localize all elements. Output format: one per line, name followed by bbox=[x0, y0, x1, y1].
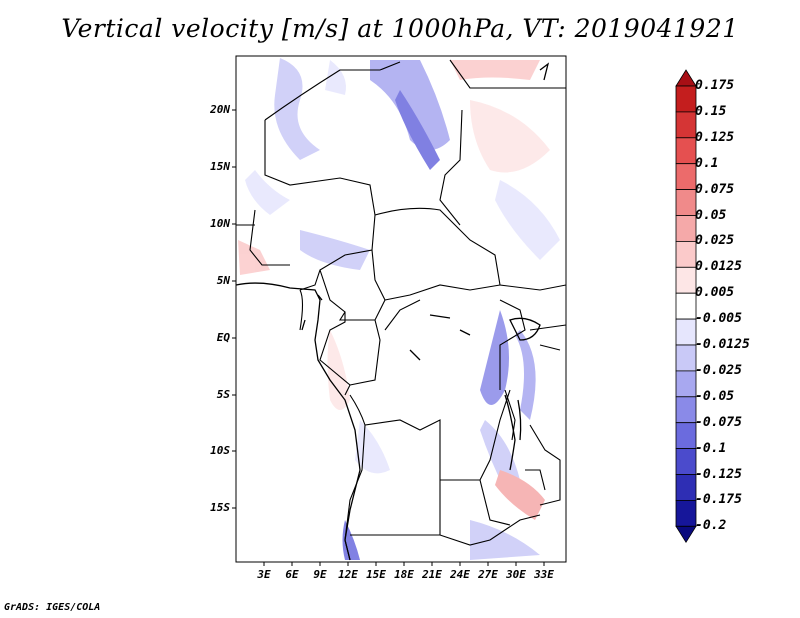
colorbar-level-label: -0.025 bbox=[695, 362, 742, 378]
colorbar-segment bbox=[675, 499, 697, 527]
lon-label-12e: 12E bbox=[338, 568, 358, 581]
map-frame bbox=[235, 55, 567, 563]
colorbar-level-label: 0.0125 bbox=[695, 259, 742, 275]
country-borders bbox=[236, 59, 566, 561]
colorbar-level-label: 0.025 bbox=[695, 233, 735, 249]
colorbar-level-label: 0.005 bbox=[695, 285, 735, 301]
chart-title: Vertical velocity [m/s] at 1000hPa, VT: … bbox=[61, 14, 739, 43]
lon-label-15e: 15E bbox=[366, 568, 386, 581]
colorbar-segment bbox=[675, 111, 697, 139]
colorbar-level-label: 0.075 bbox=[695, 181, 735, 197]
colorbar-segment bbox=[675, 474, 697, 501]
colorbar-level-label: 0.15 bbox=[695, 103, 727, 119]
lat-label-eq: EQ bbox=[216, 331, 230, 344]
colorbar-segment bbox=[675, 85, 697, 113]
colorbar-level-label: -0.075 bbox=[695, 414, 742, 430]
lat-label-15s: 15S bbox=[210, 501, 230, 514]
colorbar-segment bbox=[675, 422, 697, 450]
colorbar-segment bbox=[675, 292, 697, 320]
lon-label-21e: 21E bbox=[422, 568, 442, 581]
colorbar-segment bbox=[675, 370, 697, 398]
colorbar-level-label: -0.125 bbox=[695, 466, 742, 482]
lon-label-33e: 33E bbox=[534, 568, 554, 581]
colorbar-segment bbox=[675, 215, 697, 242]
colorbar-level-label: 0.125 bbox=[695, 129, 735, 145]
lon-label-24e: 24E bbox=[450, 568, 470, 581]
lat-label-5s: 5S bbox=[216, 388, 230, 401]
colorbar-arrow-top bbox=[675, 69, 697, 87]
colorbar-segment bbox=[675, 137, 697, 165]
colorbar-segment bbox=[675, 448, 697, 475]
grads-credit: GrADS: IGES/COLA bbox=[4, 602, 101, 613]
colorbar-level-label: -0.2 bbox=[695, 518, 727, 534]
axis-ticks bbox=[232, 109, 545, 566]
lat-label-5n: 5N bbox=[216, 274, 230, 287]
lat-label-20n: 20N bbox=[210, 103, 230, 116]
colorbar-segment bbox=[675, 266, 697, 294]
lon-label-30e: 30E bbox=[506, 568, 526, 581]
lat-label-15n: 15N bbox=[210, 160, 230, 173]
colorbar-segment bbox=[675, 344, 697, 372]
lat-label-10s: 10S bbox=[210, 444, 230, 457]
colorbar-level-label: 0.1 bbox=[695, 155, 719, 171]
lat-label-10n: 10N bbox=[210, 217, 230, 230]
lon-label-6e: 6E bbox=[285, 568, 299, 581]
velocity-field bbox=[238, 58, 560, 560]
lon-label-3e: 3E bbox=[257, 568, 271, 581]
colorbar-level-label: 0.175 bbox=[695, 78, 735, 93]
colorbar-segment bbox=[675, 189, 697, 216]
colorbar-segment bbox=[675, 240, 697, 268]
coastline bbox=[236, 62, 550, 561]
colorbar-segment bbox=[675, 396, 697, 424]
colorbar-segment bbox=[675, 163, 697, 190]
colorbar-level-label: 0.05 bbox=[695, 207, 727, 223]
colorbar-arrow-bottom bbox=[675, 525, 697, 544]
lon-label-9e: 9E bbox=[313, 568, 327, 581]
lon-label-27e: 27E bbox=[478, 568, 498, 581]
colorbar-segment bbox=[675, 318, 697, 346]
colorbar bbox=[675, 69, 697, 544]
colorbar-level-label: -0.005 bbox=[695, 311, 742, 327]
colorbar-level-label: -0.0125 bbox=[695, 337, 750, 352]
colorbar-level-label: -0.05 bbox=[695, 388, 735, 404]
colorbar-level-label: -0.1 bbox=[695, 440, 727, 456]
lon-label-18e: 18E bbox=[394, 568, 414, 581]
colorbar-level-label: -0.175 bbox=[695, 492, 742, 508]
